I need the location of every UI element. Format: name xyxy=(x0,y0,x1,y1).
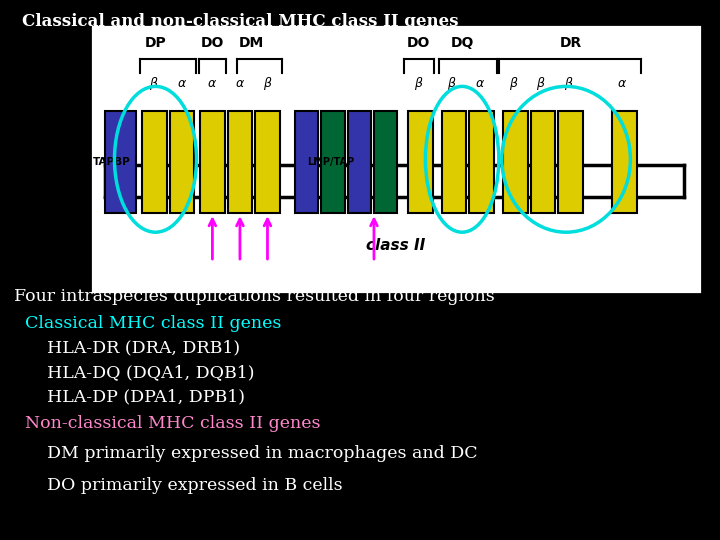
Text: HLA-DQ (DQA1, DQB1): HLA-DQ (DQA1, DQB1) xyxy=(14,364,255,381)
Bar xyxy=(408,111,433,213)
Text: $\beta$: $\beta$ xyxy=(564,75,573,92)
Bar xyxy=(469,111,494,213)
Text: Four intraspecies duplications resulted in four regions: Four intraspecies duplications resulted … xyxy=(14,288,495,305)
Bar xyxy=(558,111,582,213)
Bar xyxy=(348,111,371,213)
Text: HLA-DP (DPA1, DPB1): HLA-DP (DPA1, DPB1) xyxy=(14,388,246,405)
Bar xyxy=(90,24,702,294)
Text: $\beta$: $\beta$ xyxy=(536,75,546,92)
Text: DQ: DQ xyxy=(451,36,474,50)
Text: DO: DO xyxy=(201,36,224,50)
Text: LMP/TAP: LMP/TAP xyxy=(307,157,355,167)
Text: $\beta$: $\beta$ xyxy=(448,75,457,92)
Text: DM primarily expressed in macrophages and DC: DM primarily expressed in macrophages an… xyxy=(14,445,478,462)
Text: $\alpha$: $\alpha$ xyxy=(618,77,627,90)
Text: TAPBP: TAPBP xyxy=(93,157,131,167)
Text: $\alpha$: $\alpha$ xyxy=(235,77,245,90)
Bar xyxy=(170,111,194,213)
Bar xyxy=(503,111,528,213)
Text: DO: DO xyxy=(407,36,431,50)
Text: $\beta$: $\beta$ xyxy=(263,75,272,92)
Bar xyxy=(295,111,318,213)
Text: class II: class II xyxy=(366,238,426,253)
Text: Classical and non-classical MHC class II genes: Classical and non-classical MHC class II… xyxy=(22,14,458,30)
Text: $\beta$: $\beta$ xyxy=(414,75,423,92)
Text: $\alpha$: $\alpha$ xyxy=(207,77,217,90)
Text: $\beta$: $\beta$ xyxy=(150,75,159,92)
Text: HLA-DR (DRA, DRB1): HLA-DR (DRA, DRB1) xyxy=(14,340,240,356)
Text: $\alpha$: $\alpha$ xyxy=(177,77,186,90)
Bar xyxy=(228,111,252,213)
Text: DM: DM xyxy=(238,36,264,50)
Bar xyxy=(200,111,225,213)
Bar xyxy=(321,111,345,213)
Text: DO primarily expressed in B cells: DO primarily expressed in B cells xyxy=(14,477,343,494)
Bar xyxy=(374,111,397,213)
Text: $\alpha$: $\alpha$ xyxy=(475,77,485,90)
Text: DP: DP xyxy=(145,36,167,50)
Bar xyxy=(142,111,166,213)
Text: DR: DR xyxy=(559,36,582,50)
Text: Classical MHC class II genes: Classical MHC class II genes xyxy=(14,315,282,332)
Bar xyxy=(612,111,636,213)
Text: Non-classical MHC class II genes: Non-classical MHC class II genes xyxy=(14,415,321,432)
Bar xyxy=(105,111,136,213)
Bar xyxy=(256,111,280,213)
Bar xyxy=(442,111,467,213)
Text: $\beta$: $\beta$ xyxy=(509,75,518,92)
Bar xyxy=(531,111,555,213)
